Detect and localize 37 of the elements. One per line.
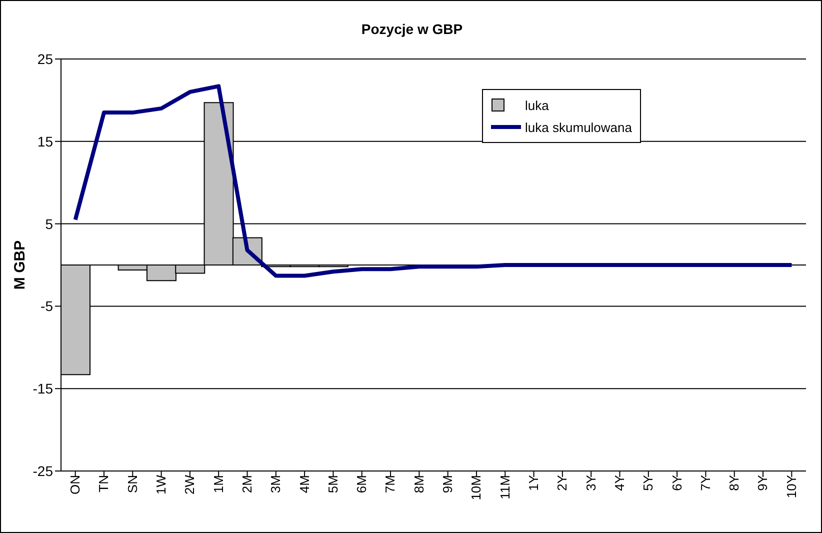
x-tick-label: TN bbox=[96, 475, 112, 492]
line-series bbox=[73, 84, 794, 278]
x-tick-label: 8M bbox=[411, 475, 426, 494]
x-tick-label: SN bbox=[124, 475, 140, 494]
legend-label: luka bbox=[525, 98, 549, 112]
x-tick-label: 4M bbox=[296, 475, 312, 494]
y-tick-label: 25 bbox=[37, 50, 54, 67]
y-tick-label: 5 bbox=[45, 216, 54, 232]
x-tick-label: 3Y bbox=[583, 474, 598, 491]
chart-title: Pozycje w GBP bbox=[360, 21, 464, 37]
x-tick-label: 3M bbox=[268, 475, 284, 494]
x-tick-label: 6M bbox=[354, 475, 370, 494]
x-tick-label: 9M bbox=[440, 475, 456, 494]
x-tick-label: ON bbox=[68, 475, 83, 494]
x-tick-label: 1W bbox=[154, 474, 169, 494]
x-tick-label: 2Y bbox=[554, 474, 570, 491]
x-tick-label: 5Y bbox=[640, 474, 656, 491]
x-tick-label: 2M bbox=[239, 475, 254, 494]
y-tick-label: 15 bbox=[37, 133, 54, 150]
x-tick-label: 11M bbox=[497, 475, 512, 500]
x-tick-label: 2W bbox=[182, 474, 198, 494]
x-tick-label: 1M bbox=[210, 475, 226, 494]
y-tick-label: -25 bbox=[32, 462, 54, 479]
x-tick-label: 9Y bbox=[755, 474, 770, 491]
x-tick-label: 7Y bbox=[698, 474, 713, 491]
legend-label: luka skumulowana bbox=[525, 120, 632, 134]
x-tick-label: 10M bbox=[468, 475, 484, 500]
x-tick-label: 5M bbox=[325, 475, 340, 494]
y-tick-label: -5 bbox=[40, 298, 54, 314]
x-tick-label: 4Y bbox=[612, 474, 627, 491]
y-tick-label: -15 bbox=[32, 380, 54, 397]
x-tick-label: 7M bbox=[382, 475, 398, 494]
x-tick-label: 8Y bbox=[726, 474, 742, 491]
y-axis-title: M GBP bbox=[11, 240, 28, 290]
x-tick-label: 1Y bbox=[526, 474, 542, 491]
x-tick-label: 6Y bbox=[669, 474, 684, 491]
x-tick-label: 10Y bbox=[784, 474, 799, 498]
